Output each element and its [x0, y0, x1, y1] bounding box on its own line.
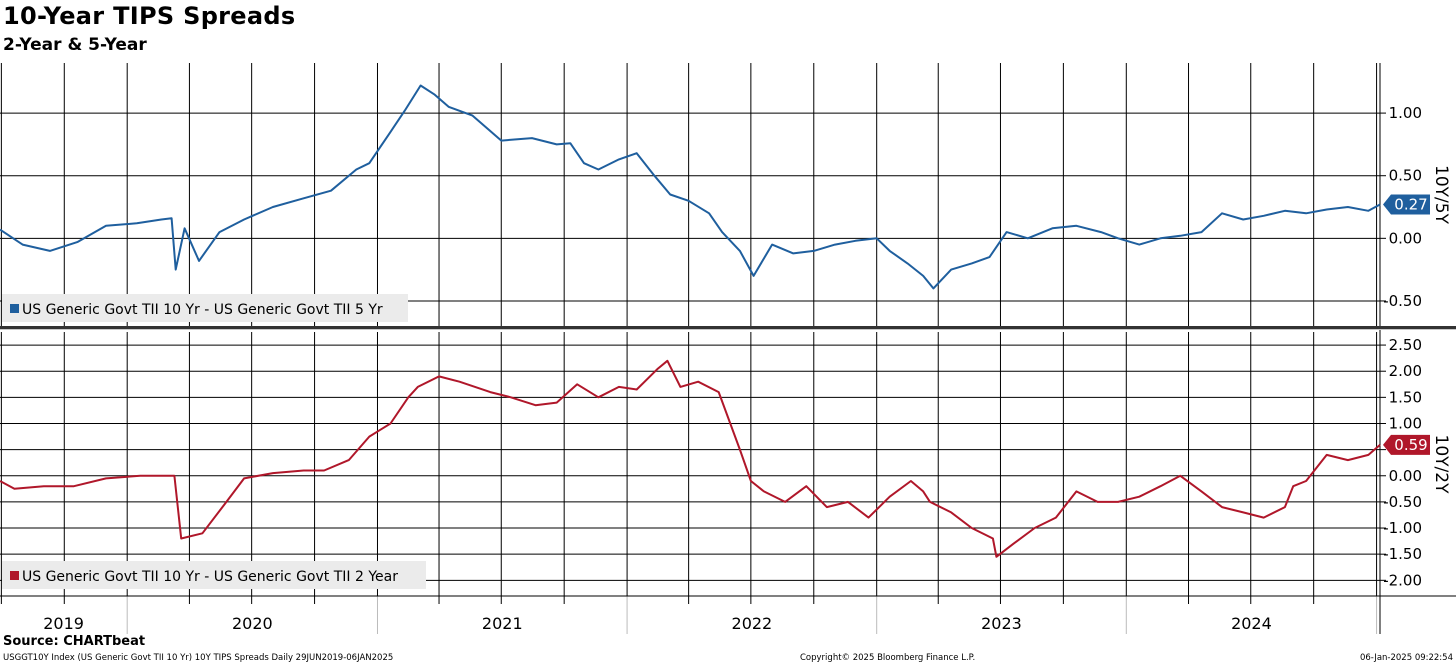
- y-tick-label: -2.00: [1383, 571, 1422, 589]
- source-note: Source: CHARTbeat: [3, 634, 146, 649]
- x-tick-label: 2021: [482, 614, 523, 633]
- chart-title: 10-Year TIPS Spreads: [3, 2, 296, 30]
- y-tick-label: -1.00: [1383, 519, 1422, 537]
- last-value-marker: [1383, 434, 1430, 455]
- bottom-series-line: [0, 359, 1381, 558]
- y-tick-label: 0.00: [1389, 229, 1422, 247]
- x-tick-label: 2023: [981, 614, 1022, 633]
- footer-timestamp: 06-Jan-2025 09:22:54: [1359, 653, 1453, 663]
- y-tick-label: 1.50: [1389, 388, 1422, 406]
- top-last-value-tag: 0.27: [1383, 194, 1430, 215]
- vertical-gridlines: [0, 63, 1378, 634]
- y-tick-label: 2.00: [1389, 362, 1422, 380]
- y-tick-label: 0.00: [1389, 467, 1422, 485]
- last-value-marker: [1383, 194, 1430, 215]
- y-axis-title: 10Y/2Y: [1431, 435, 1451, 495]
- x-tick-label: 2020: [232, 614, 273, 633]
- legend-label: US Generic Govt TII 10 Yr - US Generic G…: [22, 569, 398, 585]
- last-value-label: 0.59: [1394, 436, 1427, 454]
- panel-divider: [0, 326, 1456, 329]
- x-tick-label: 2019: [43, 614, 84, 633]
- footer-copyright: Copyright© 2025 Bloomberg Finance L.P.: [800, 653, 976, 663]
- y-tick-label: -0.50: [1383, 292, 1422, 310]
- chart-canvas: 2019 2020 2021 2022 2023 2024 1.00 0.50 0.00 -0.5…: [0, 63, 1456, 634]
- y-tick-label: 0.50: [1389, 167, 1422, 185]
- chart-subtitle: 2-Year & 5-Year: [3, 35, 147, 55]
- legend-label: US Generic Govt TII 10 Yr - US Generic G…: [22, 302, 383, 318]
- y-axis-title: 10Y/5Y: [1431, 165, 1451, 225]
- bottom-legend: US Generic Govt TII 10 Yr - US Generic G…: [2, 561, 426, 589]
- y-tick-label: 1.00: [1389, 104, 1422, 122]
- footer-index-description: USGGT10Y Index (US Generic Govt TII 10 Y…: [3, 653, 394, 663]
- y-tick-label: -0.50: [1383, 493, 1422, 511]
- legend-background: [2, 294, 408, 322]
- y-tick-label: -1.50: [1383, 545, 1422, 563]
- bottom-last-value-tag: 0.59: [1383, 434, 1430, 455]
- y-tick-label: 2.50: [1389, 336, 1422, 354]
- top-legend: US Generic Govt TII 10 Yr - US Generic G…: [2, 294, 408, 322]
- x-tick-label: 2024: [1231, 614, 1272, 633]
- legend-swatch: [10, 304, 19, 313]
- last-value-label: 0.27: [1394, 196, 1427, 214]
- panel-divider-shadow: [0, 329, 1456, 330]
- y-tick-label: 1.00: [1389, 414, 1422, 432]
- top-series-line: [0, 84, 1381, 290]
- legend-background: [2, 561, 426, 589]
- legend-swatch: [10, 571, 19, 580]
- x-tick-label: 2022: [732, 614, 773, 633]
